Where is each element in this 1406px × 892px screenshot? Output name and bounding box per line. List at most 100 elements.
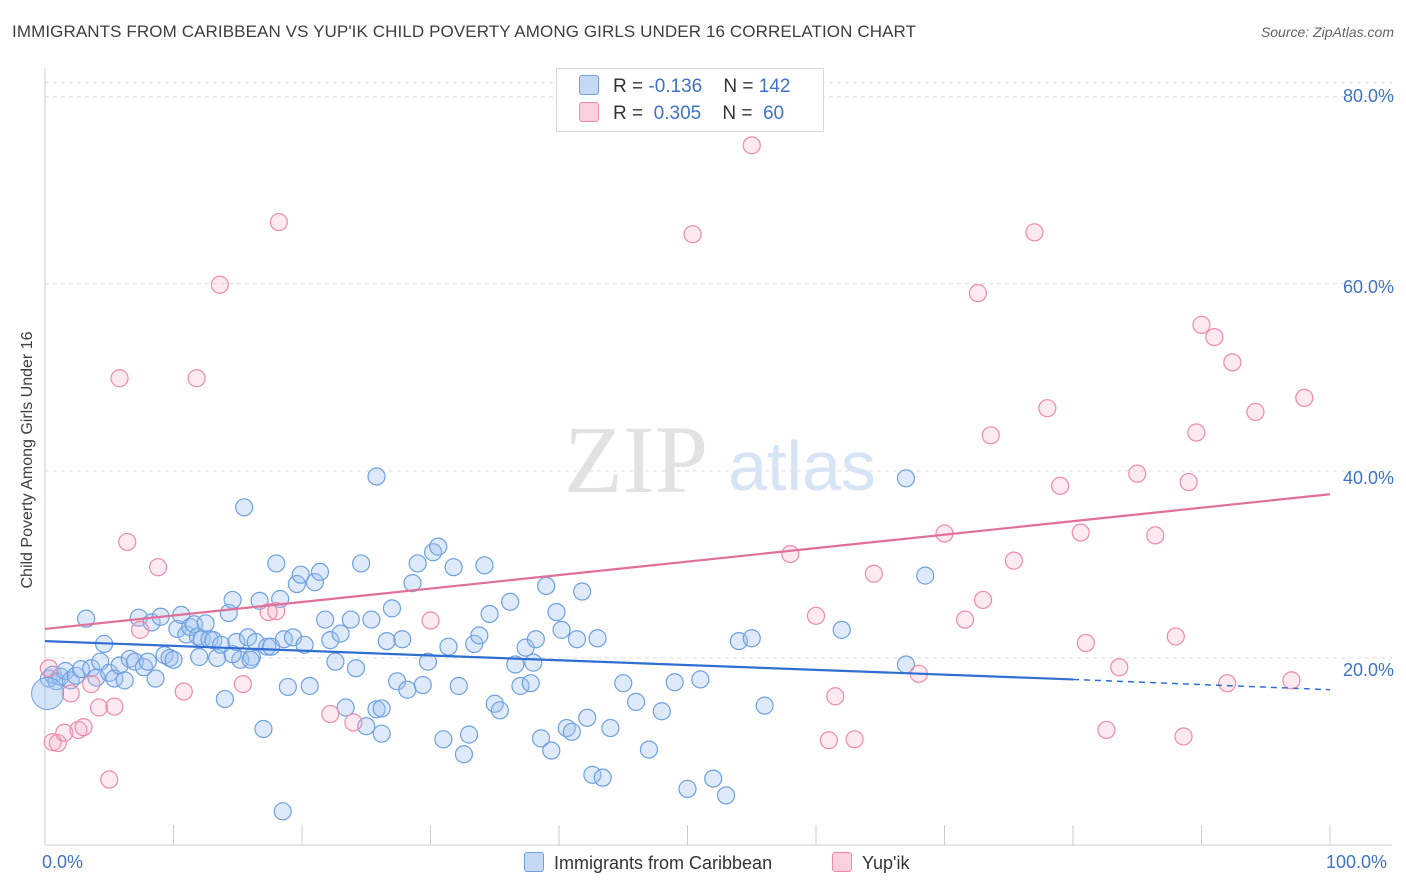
- axes: [44, 68, 1392, 846]
- caribbean-point: [511, 676, 530, 696]
- caribbean-point: [372, 699, 391, 718]
- yupik-point: [1166, 627, 1185, 646]
- caribbean-point: [352, 554, 371, 573]
- source-label: Source: ZipAtlas.com: [1260, 24, 1394, 40]
- yupik-point: [845, 730, 864, 749]
- x-tick-label-min: 0.0%: [42, 852, 84, 872]
- yupik-point: [955, 610, 975, 629]
- yupik-point: [1192, 315, 1211, 335]
- yupik-point: [968, 284, 988, 303]
- yupik-point: [806, 606, 826, 625]
- caribbean-point: [196, 614, 215, 633]
- yupik-point: [1097, 720, 1116, 740]
- caribbean-point: [470, 626, 489, 645]
- yupik-point: [864, 564, 883, 583]
- caribbean-point: [423, 543, 443, 562]
- caribbean-point: [235, 498, 254, 517]
- watermark-atlas: atlas: [728, 427, 876, 505]
- bottom-legend-yupik: Yup'ik: [832, 852, 909, 874]
- yupik-point: [981, 426, 1000, 445]
- yupik-point: [1205, 327, 1224, 347]
- caribbean-point: [573, 582, 592, 601]
- caribbean-point: [583, 765, 602, 784]
- caribbean-point: [377, 631, 396, 651]
- yupik-point: [1146, 526, 1165, 545]
- yupik-point: [118, 532, 137, 552]
- yupik-point: [1295, 388, 1314, 407]
- caribbean-point: [273, 802, 292, 821]
- caribbean-point: [215, 689, 234, 709]
- yupik-point: [130, 620, 150, 639]
- caribbean-point: [601, 718, 620, 738]
- bottom-legend-swatch-yupik: [832, 852, 852, 872]
- caribbean-point: [254, 719, 273, 739]
- yupik-point: [82, 675, 101, 694]
- caribbean-point: [429, 537, 448, 556]
- caribbean-point: [267, 554, 286, 573]
- caribbean-point: [258, 637, 277, 656]
- caribbean-point: [125, 652, 145, 671]
- caribbean-point: [716, 786, 736, 805]
- caribbean-point: [31, 676, 65, 710]
- caribbean-point: [115, 671, 134, 690]
- legend-n-label: N =: [722, 103, 758, 124]
- caribbean-point: [223, 645, 242, 664]
- yupik-point: [1174, 727, 1193, 746]
- caribbean-point: [588, 629, 607, 648]
- yupik-point: [174, 682, 193, 701]
- y-tick-label-40: 40.0%: [1342, 468, 1394, 488]
- caribbean-point: [321, 631, 340, 650]
- yupik-point: [39, 659, 58, 678]
- stats-legend: R = -0.136 N = 142 R = 0.305 N = 60: [556, 68, 824, 132]
- data-points: [31, 136, 1314, 821]
- caribbean-point: [367, 467, 386, 486]
- caribbean-point: [444, 558, 463, 577]
- caribbean-point: [120, 649, 139, 668]
- yupik-point: [1038, 399, 1057, 418]
- legend-r-label: R =: [613, 76, 649, 97]
- caribbean-point: [547, 602, 566, 622]
- caribbean-point: [916, 566, 935, 585]
- caribbean-point: [490, 701, 509, 720]
- caribbean-point: [295, 635, 314, 654]
- legend-r-value: -0.136: [648, 76, 703, 97]
- yupik-point: [1282, 671, 1301, 690]
- caribbean-point: [439, 637, 458, 656]
- caribbean-point: [537, 576, 556, 596]
- yupik-point: [105, 697, 124, 716]
- caribbean-point: [480, 604, 499, 624]
- legend-r-label: R =: [613, 103, 649, 124]
- caribbean-point: [241, 650, 260, 669]
- caribbean-point: [82, 659, 101, 678]
- caribbean-point: [578, 708, 597, 727]
- caribbean-trend-line: [44, 639, 1074, 681]
- caribbean-point: [459, 725, 479, 744]
- caribbean-point: [652, 702, 671, 721]
- yupik-point: [781, 545, 800, 564]
- caribbean-point: [326, 652, 345, 671]
- caribbean-point: [501, 592, 520, 611]
- yupik-point: [819, 731, 838, 750]
- caribbean-point: [310, 562, 330, 581]
- caribbean-point: [665, 673, 684, 692]
- caribbean-point: [526, 630, 545, 649]
- caribbean-point: [418, 652, 438, 671]
- yupik-point: [826, 687, 845, 706]
- caribbean-point: [506, 655, 525, 674]
- yupik-point: [69, 720, 88, 740]
- caribbean-point: [567, 630, 587, 649]
- y-tick-label-20: 20.0%: [1342, 660, 1394, 680]
- yupik-point: [233, 675, 252, 694]
- caribbean-point: [362, 610, 381, 629]
- y-tick-label-60: 60.0%: [1342, 277, 1394, 297]
- caribbean-point: [531, 729, 551, 748]
- yupik-point: [1246, 402, 1265, 422]
- caribbean-point: [146, 669, 165, 688]
- caribbean-point: [300, 676, 319, 696]
- yupik-point: [344, 713, 363, 732]
- yupik-point: [1179, 472, 1198, 492]
- yupik-point: [1051, 476, 1070, 495]
- caribbean-point: [434, 730, 453, 749]
- caribbean-trend-extension: [1072, 678, 1331, 691]
